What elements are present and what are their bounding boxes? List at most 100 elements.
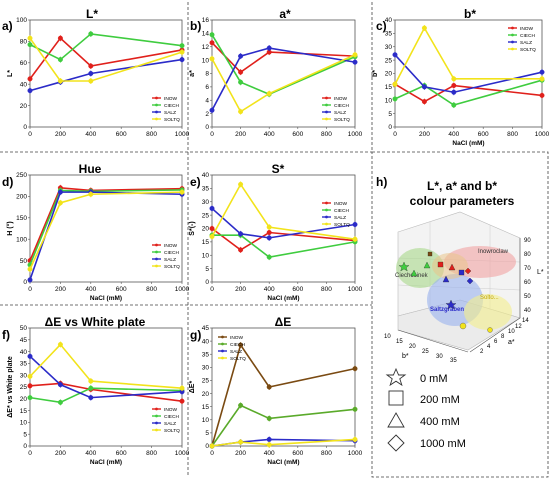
b-tick: 15 [396,339,403,345]
data-point-soltq [266,442,272,448]
y-tick-label: 4 [205,97,209,104]
point-diamond [466,277,474,285]
panel-label: d) [2,175,13,189]
data-point-inow [209,40,215,46]
y-axis-label: a* [189,70,196,77]
y-tick-label: 15 [202,239,210,246]
legend-marker [325,215,328,219]
legend-label: CIECH [230,342,245,348]
point-triangle [423,261,431,269]
series-line-soltq [211,182,356,240]
series-line-soltq [211,54,356,113]
legend-marker [511,47,514,51]
star-marker-icon [385,367,407,387]
diamond-marker-icon [387,434,405,452]
data-point-soltq [238,109,244,115]
y-tick-label: 2 [205,111,209,118]
data-point-inow [27,76,33,82]
chart-panel-6: 0 5 10 15 20 25 30 35 40 45 50 0 200 400 600 800 1000 ΔE … [2,315,190,466]
data-point-salz [27,88,33,94]
y-tick-label: 0 [205,124,209,131]
series-line-soltq [211,438,356,447]
legend-marker [155,414,158,418]
data-point-salz [88,70,94,76]
series-line-ciech [212,234,356,258]
legend-marker [221,356,224,360]
data-point-soltq [352,52,358,58]
data-point-soltq [57,200,63,206]
y-tick-label: 35 [202,186,210,193]
y-tick-label: 20 [202,391,210,398]
data-point-salz [266,436,272,442]
data-point-soltq [539,76,545,82]
legend-marker [221,342,224,346]
y-tick-label: 100 [16,17,27,24]
data-point-inow [238,342,244,348]
data-point-soltq [238,439,244,445]
panel-h-frame [371,151,549,478]
y-axis-label: ΔE* [189,381,196,394]
z-tick: 50 [524,294,531,300]
plot-area [211,327,356,447]
data-point-salz [209,107,215,113]
legend-marker [325,208,328,212]
x-tick-label: 400 [85,286,96,293]
legend-marker [325,110,328,114]
data-point-salz [238,231,244,237]
a-tick: 4 [487,344,491,350]
y-tick-label: 30 [202,365,210,372]
x-tick-label: 600 [292,450,303,457]
legend-label: INOW [520,26,534,32]
panel-h-title-2: colour parameters [410,194,515,208]
point-star [445,299,457,310]
x-tick-label: 600 [292,131,303,138]
data-point-soltq [209,443,215,449]
data-point-soltq [266,91,272,97]
legend-label: SOLTQ [230,356,246,362]
y-axis-label: S*(-) [189,221,196,235]
data-point-inow [179,398,185,404]
y-tick-label: 30 [385,44,393,51]
x-tick-label: 200 [55,286,66,293]
series-line-soltq [29,37,183,82]
series-line-ciech [29,387,183,404]
y-tick-label: 40 [202,338,210,345]
data-point-soltq [352,236,358,242]
data-point-salz [392,52,398,58]
data-point-soltq [88,378,94,384]
y-tick-label: 35 [385,31,393,38]
y-tick-label: 10 [202,252,210,259]
y-tick-label: 60 [20,60,28,67]
legend-marker [511,33,514,37]
data-point-ciech [27,395,33,401]
legend-marker [155,257,158,261]
series-line-salz [29,355,183,399]
data-point-salz [57,382,63,388]
b-axis-line [397,329,469,353]
x-tick-label: 800 [146,450,157,457]
data-point-soltq [57,78,63,84]
y-tick-label: 45 [20,337,28,344]
y-tick-label: 0 [388,124,392,131]
data-point-inow [539,92,545,98]
data-point-soltq [179,385,185,391]
y-tick-label: 40 [202,172,210,179]
chart-title: Hue [79,162,102,176]
legend-label: INOW [164,96,178,102]
data-point-soltq [352,436,358,442]
x-tick-label: 600 [116,131,127,138]
x-tick-label: 200 [419,131,430,138]
y-tick-label: 80 [20,39,28,46]
legend-marker [155,103,158,107]
legend-marker [155,117,158,121]
legend-label: SOLTQ [520,47,536,53]
data-point-salz [352,59,358,65]
panel-label: e) [190,175,201,189]
legend-marker [325,201,328,205]
legend-label: SALZ [164,421,176,427]
data-point-inow [421,99,427,105]
x-tick-label: 1000 [175,131,190,138]
